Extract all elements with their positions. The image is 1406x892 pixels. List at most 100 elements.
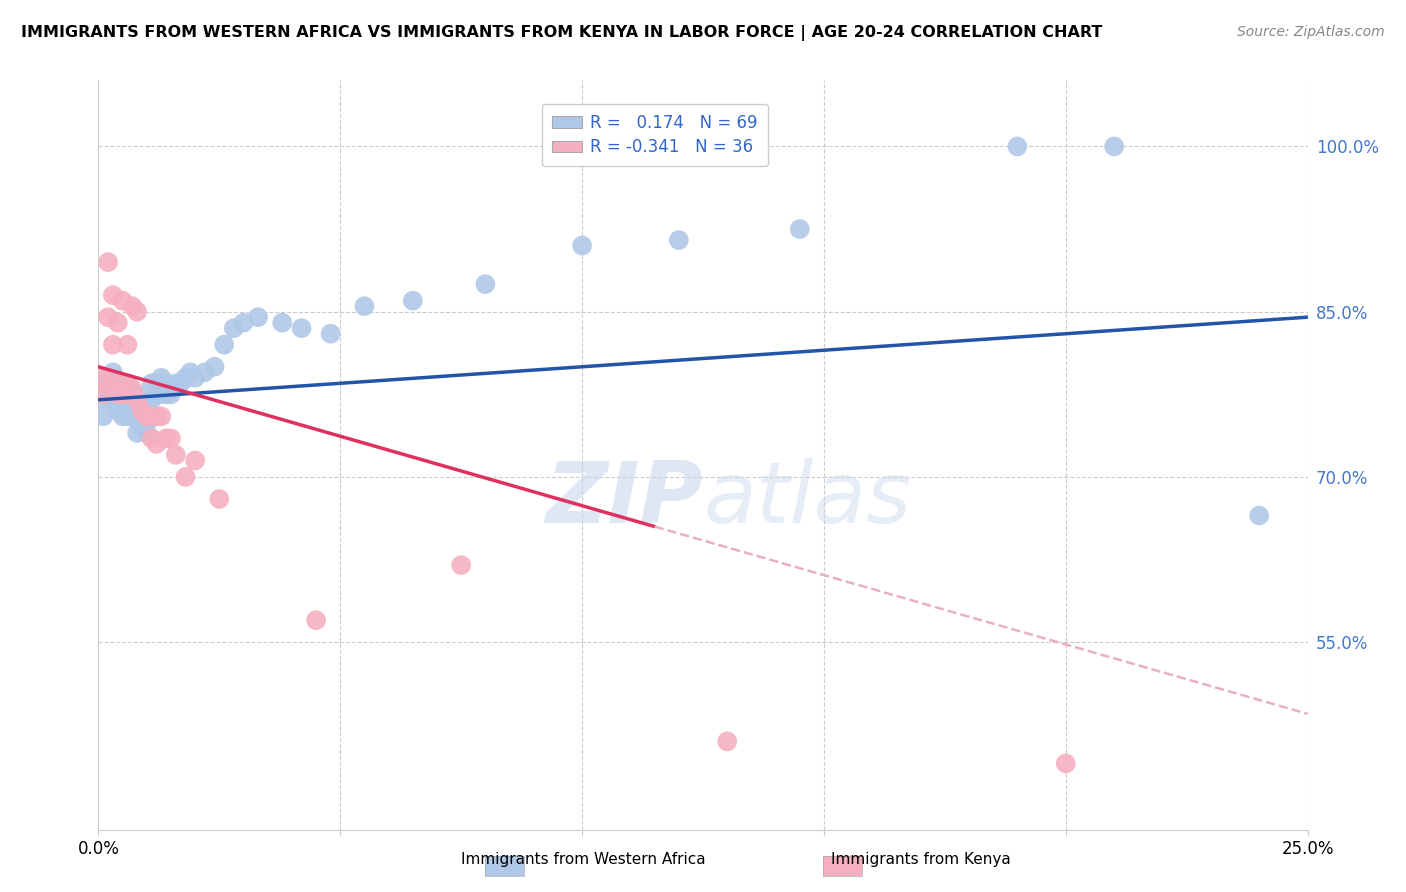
Point [91, 409, 114, 424]
Point [107, 387, 129, 401]
Point [111, 387, 134, 401]
Point [135, 425, 157, 440]
Point [141, 392, 163, 407]
Point [402, 293, 425, 308]
Point [111, 293, 134, 308]
Point [107, 382, 129, 396]
Point [319, 326, 342, 341]
Point [305, 613, 328, 627]
Point [121, 387, 143, 401]
Point [155, 376, 177, 391]
Point [107, 404, 129, 418]
Point [184, 453, 207, 467]
Point [107, 316, 129, 330]
Point [101, 376, 124, 391]
Point [135, 415, 157, 429]
Point [107, 387, 129, 401]
Point [131, 420, 153, 434]
Point [101, 387, 124, 401]
Point [150, 371, 173, 385]
Point [155, 431, 177, 445]
Point [150, 387, 173, 401]
Text: ZIP: ZIP [546, 458, 703, 541]
Point [91, 392, 114, 407]
Point [1102, 139, 1125, 153]
Point [474, 277, 496, 292]
Point [160, 431, 183, 445]
Point [789, 222, 811, 236]
Point [111, 409, 134, 424]
Point [135, 409, 157, 424]
Point [450, 558, 472, 573]
Point [127, 425, 149, 440]
Point [204, 359, 226, 374]
Point [155, 387, 177, 401]
Point [121, 392, 143, 407]
Point [127, 387, 149, 401]
Point [668, 233, 690, 247]
Point [101, 382, 124, 396]
Point [107, 392, 129, 407]
Point [97, 310, 120, 325]
Point [121, 299, 143, 313]
Point [135, 404, 157, 418]
Point [165, 376, 187, 391]
Point [101, 365, 124, 379]
Point [174, 371, 197, 385]
Point [117, 337, 139, 351]
Point [117, 409, 139, 424]
Point [111, 398, 134, 412]
Point [111, 387, 134, 401]
Point [121, 409, 143, 424]
Point [131, 398, 153, 412]
Point [91, 371, 114, 385]
Point [145, 376, 167, 391]
Point [101, 337, 124, 351]
Point [121, 404, 143, 418]
Point [179, 365, 201, 379]
Point [290, 321, 312, 335]
Point [174, 470, 197, 484]
Point [91, 387, 114, 401]
Point [101, 392, 124, 407]
Point [111, 376, 134, 391]
Point [101, 288, 124, 302]
Point [1054, 756, 1077, 771]
Point [145, 387, 167, 401]
Point [208, 491, 231, 506]
Point [131, 404, 153, 418]
Point [127, 398, 149, 412]
Point [117, 387, 139, 401]
Text: atlas: atlas [703, 458, 911, 541]
Point [716, 734, 738, 748]
Point [107, 376, 129, 391]
Legend: R =   0.174   N = 69, R = -0.341   N = 36: R = 0.174 N = 69, R = -0.341 N = 36 [541, 103, 768, 166]
Point [127, 304, 149, 318]
Point [271, 316, 294, 330]
Text: Source: ZipAtlas.com: Source: ZipAtlas.com [1237, 25, 1385, 39]
Point [150, 409, 173, 424]
Point [117, 387, 139, 401]
Point [117, 398, 139, 412]
Point [232, 316, 254, 330]
Point [145, 409, 167, 424]
Point [97, 387, 120, 401]
Point [135, 409, 157, 424]
Point [160, 387, 183, 401]
Point [141, 376, 163, 391]
Point [145, 437, 167, 451]
Point [222, 321, 245, 335]
Text: Immigrants from Western Africa: Immigrants from Western Africa [461, 852, 706, 867]
Point [212, 337, 235, 351]
Point [97, 382, 120, 396]
Point [194, 365, 217, 379]
Point [1007, 139, 1029, 153]
Text: Immigrants from Kenya: Immigrants from Kenya [831, 852, 1011, 867]
Point [571, 238, 593, 252]
Point [97, 255, 120, 269]
Point [247, 310, 270, 325]
Point [169, 376, 191, 391]
Text: IMMIGRANTS FROM WESTERN AFRICA VS IMMIGRANTS FROM KENYA IN LABOR FORCE | AGE 20-: IMMIGRANTS FROM WESTERN AFRICA VS IMMIGR… [21, 25, 1102, 41]
Point [131, 409, 153, 424]
Point [1249, 508, 1271, 523]
